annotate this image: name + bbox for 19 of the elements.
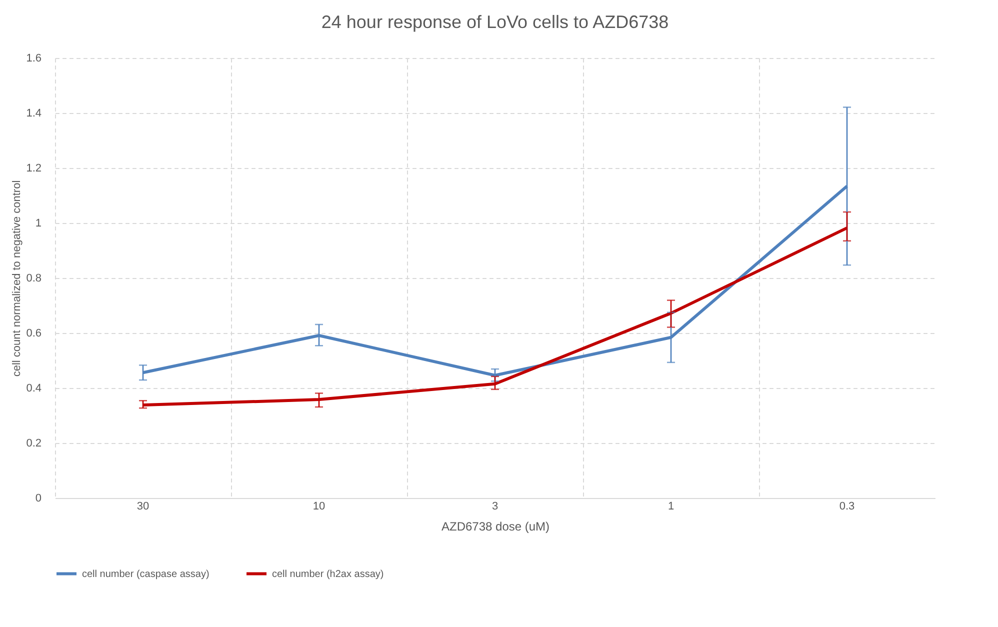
y-tick-label: 0.8	[26, 272, 42, 284]
legend-label: cell number (h2ax assay)	[272, 568, 384, 580]
y-tick-label: 1.6	[26, 52, 42, 64]
y-tick-label: 0.4	[26, 382, 42, 394]
x-tick-label: 0.3	[839, 500, 855, 512]
y-tick-label: 1.2	[26, 162, 42, 174]
x-tick-label: 3	[492, 500, 498, 512]
legend-label: cell number (caspase assay)	[82, 568, 210, 580]
y-tick-label: 0.6	[26, 328, 42, 340]
y-tick-label: 0	[35, 492, 42, 504]
y-tick-label: 1.4	[26, 108, 42, 120]
chart-title: 24 hour response of LoVo cells to AZD6738	[321, 12, 669, 32]
y-tick-label: 0.2	[26, 438, 42, 450]
x-tick-label: 30	[136, 500, 150, 512]
y-tick-label: 1	[35, 218, 42, 230]
x-axis-title: AZD6738 dose (uM)	[441, 520, 550, 534]
x-tick-label: 10	[312, 500, 326, 512]
y-axis-title: cell count normalized to negative control	[11, 180, 24, 377]
x-tick-label: 1	[668, 500, 674, 512]
